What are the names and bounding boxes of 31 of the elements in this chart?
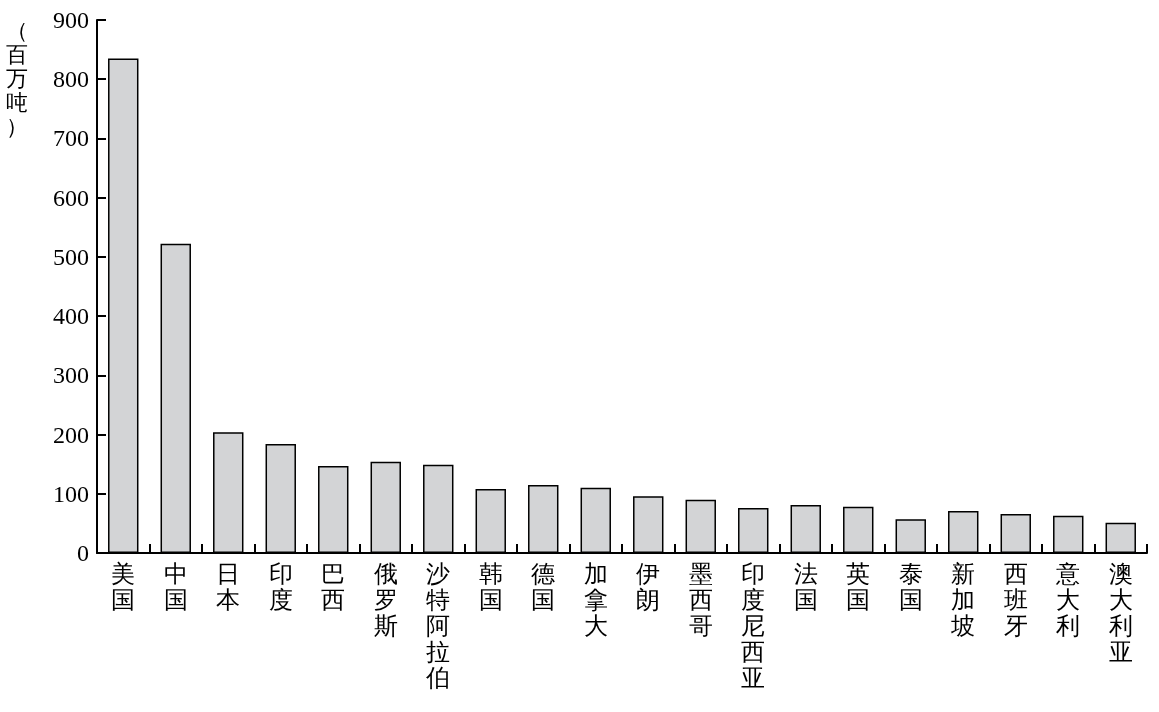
y-tick-label: 0 — [77, 540, 89, 566]
x-tick-label: 韩国 — [478, 561, 503, 613]
y-tick-label: 500 — [53, 243, 89, 270]
x-tick-label: 意大利 — [1055, 561, 1081, 639]
y-tick-label: 800 — [53, 66, 89, 93]
y-tick-label: 700 — [53, 125, 89, 152]
x-tick-label: 印度尼西亚 — [741, 561, 766, 691]
x-tick-label: 俄罗斯 — [373, 561, 398, 639]
y-tick-label: 600 — [53, 184, 89, 211]
y-tick-label: 100 — [53, 480, 89, 507]
x-tick-label: 德国 — [531, 561, 556, 613]
x-tick-label: 印度 — [268, 561, 293, 613]
x-tick-label: 沙特阿拉伯 — [425, 561, 451, 691]
x-tick-label: 加拿大 — [583, 561, 608, 639]
y-tick-label: 300 — [53, 362, 89, 389]
y-tick-label: 900 — [53, 7, 89, 33]
x-tick-label: 伊朗 — [636, 561, 661, 613]
x-tick-label: 中国 — [163, 561, 188, 613]
y-tick-label: 200 — [53, 421, 89, 448]
x-tick-label: 日本 — [216, 561, 241, 613]
x-tick-label: 法国 — [793, 561, 818, 613]
x-tick-label: 巴西 — [321, 561, 346, 613]
x-tick-label: 澳大利亚 — [1108, 561, 1133, 665]
x-tick-label: 墨西哥 — [688, 561, 713, 639]
x-tick-label: 新加坡 — [950, 561, 976, 639]
x-tick-label: 西班牙 — [1003, 561, 1028, 639]
y-axis-title: （百万吨） — [6, 17, 28, 139]
x-tick-label: 泰国 — [898, 561, 923, 613]
y-tick-label: 400 — [53, 303, 89, 330]
x-tick-label: 英国 — [846, 561, 871, 613]
x-tick-label: 美国 — [111, 561, 136, 613]
